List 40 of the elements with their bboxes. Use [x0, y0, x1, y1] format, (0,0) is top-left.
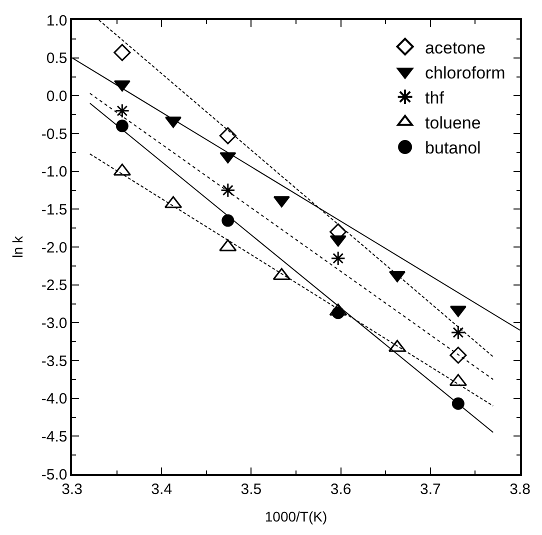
- x-tick-label: 3.8: [510, 480, 530, 498]
- point: [450, 306, 466, 318]
- y-tick-label: -2.0: [41, 239, 68, 256]
- point: [116, 120, 128, 132]
- point: [332, 306, 344, 320]
- y-tick-label: -5.0: [41, 466, 68, 484]
- legend-label: toluene: [425, 114, 481, 133]
- point: [114, 80, 130, 92]
- y-tick-label: -3.0: [41, 314, 68, 332]
- y-tick-label: -1.5: [41, 201, 68, 218]
- y-tick-label: -0.5: [41, 126, 68, 143]
- y-tick-label: -2.5: [41, 277, 68, 294]
- point: [450, 346, 467, 364]
- point: [220, 182, 236, 198]
- x-tick-label: 3.3: [62, 480, 82, 498]
- x-tick-label: 3.5: [240, 480, 262, 498]
- x-tick-label: 3.6: [330, 480, 352, 498]
- x-tick-label: 3.4: [151, 480, 172, 498]
- point: [219, 127, 236, 144]
- point: [450, 325, 466, 340]
- y-tick-label: 1.0: [46, 12, 68, 30]
- y-axis-title: ln k: [9, 235, 26, 258]
- legend-label: acetone: [425, 38, 486, 58]
- y-tick-label: -4.0: [41, 390, 68, 408]
- x-tick-label: 3.7: [420, 480, 441, 498]
- y-tick-label: 0.5: [46, 50, 68, 68]
- legend-label: thf: [425, 88, 444, 108]
- point: [330, 235, 346, 247]
- point: [330, 251, 346, 266]
- y-tick-label: -3.5: [41, 352, 68, 370]
- y-tick-label: 0.0: [46, 88, 68, 105]
- y-tick-label: -1.0: [41, 164, 68, 181]
- legend-label: chloroform: [425, 63, 506, 82]
- point: [452, 397, 464, 410]
- x-axis-title: 1000/T(K): [264, 508, 328, 525]
- point: [114, 103, 130, 118]
- point: [114, 44, 131, 62]
- y-tick-label: -4.5: [41, 428, 68, 446]
- point: [222, 214, 234, 227]
- legend-label: butanol: [425, 138, 481, 158]
